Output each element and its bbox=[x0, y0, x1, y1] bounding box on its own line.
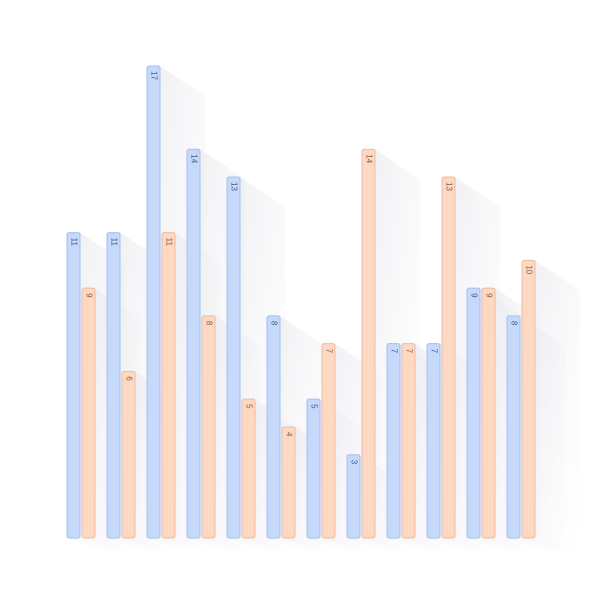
bar bbox=[106, 232, 121, 539]
bar bbox=[321, 343, 336, 539]
data-label: 8 bbox=[269, 321, 278, 326]
bar bbox=[281, 426, 296, 539]
data-label: 9 bbox=[84, 293, 93, 298]
data-label: 11 bbox=[69, 238, 78, 247]
bar bbox=[466, 287, 481, 539]
data-label: 11 bbox=[164, 238, 173, 247]
bar bbox=[266, 315, 281, 539]
data-label: 10 bbox=[524, 265, 533, 274]
data-label: 9 bbox=[484, 293, 493, 298]
bar bbox=[346, 454, 361, 539]
data-label: 9 bbox=[469, 293, 478, 298]
data-label: 6 bbox=[124, 376, 133, 381]
bar bbox=[306, 398, 321, 539]
data-label: 7 bbox=[324, 349, 333, 354]
data-label: 13 bbox=[444, 182, 453, 191]
bar-shadow bbox=[522, 260, 580, 558]
bar bbox=[521, 259, 536, 539]
bar bbox=[426, 343, 441, 539]
data-label: 7 bbox=[429, 349, 438, 354]
data-label: 5 bbox=[244, 404, 253, 409]
bar bbox=[386, 343, 401, 539]
data-label: 3 bbox=[349, 460, 358, 465]
bar bbox=[441, 176, 456, 539]
bar bbox=[201, 315, 216, 539]
bar bbox=[226, 176, 241, 539]
bar bbox=[186, 148, 201, 539]
data-label: 17 bbox=[149, 71, 158, 80]
bar bbox=[66, 232, 81, 539]
data-label: 5 bbox=[309, 404, 318, 409]
data-label: 13 bbox=[229, 182, 238, 191]
bar bbox=[506, 315, 521, 539]
data-label: 8 bbox=[509, 321, 518, 326]
bar bbox=[361, 148, 376, 539]
data-label: 4 bbox=[284, 432, 293, 437]
data-label: 14 bbox=[189, 154, 198, 163]
bar bbox=[401, 343, 416, 539]
bar bbox=[481, 287, 496, 539]
bar bbox=[81, 287, 96, 539]
bars: 11 11 17 14 13 8 5 3 7 7 9 8 9 6 11 8 5 4 7 14 7 13 9 10 bbox=[66, 65, 536, 539]
bar bbox=[241, 398, 256, 539]
bar bbox=[161, 232, 176, 539]
data-label: 14 bbox=[364, 154, 373, 163]
bar bbox=[121, 370, 136, 539]
data-label: 8 bbox=[204, 321, 213, 326]
data-label: 11 bbox=[109, 238, 118, 247]
data-label: 7 bbox=[404, 349, 413, 354]
data-label: 7 bbox=[389, 349, 398, 354]
bar bbox=[146, 65, 161, 539]
